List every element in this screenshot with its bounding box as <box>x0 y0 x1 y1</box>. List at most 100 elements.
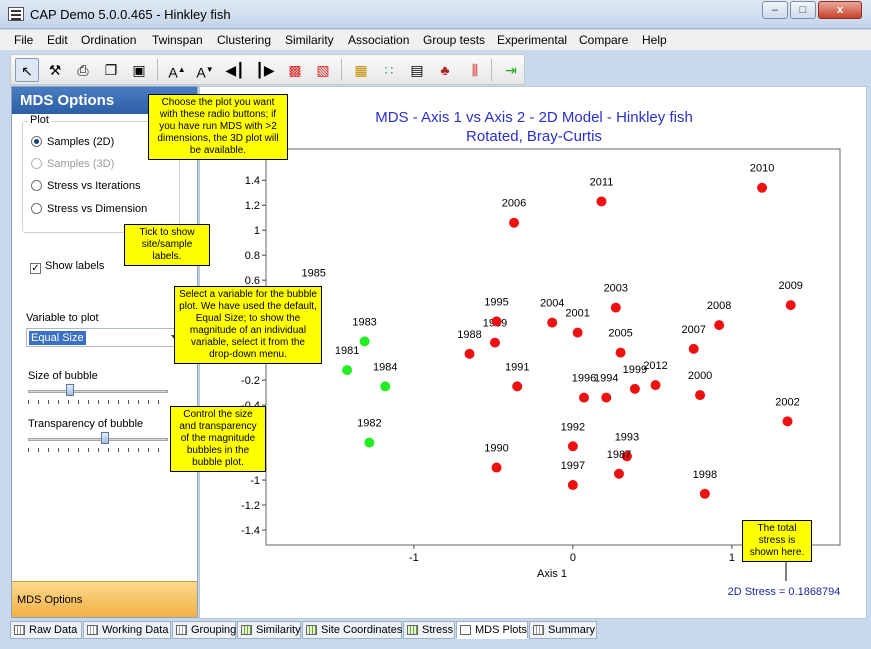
menu-edit[interactable]: Edit <box>47 33 68 47</box>
data-point <box>629 383 640 394</box>
bars-icon[interactable]: ⫼ <box>471 62 479 78</box>
align-left-icon[interactable]: ◀┃ <box>225 62 245 78</box>
variable-select[interactable]: Equal Size <box>26 328 184 347</box>
y-tick-label: -1.2 <box>241 500 260 512</box>
font-bigger-icon[interactable]: A▲ <box>168 64 186 81</box>
menu-file[interactable]: File <box>14 33 34 47</box>
point-label: 1982 <box>357 418 381 430</box>
scatter-icon[interactable]: ∷ <box>384 62 394 78</box>
x-tick-label: 0 <box>570 552 576 564</box>
point-label: 2003 <box>604 283 628 295</box>
point-label: 2006 <box>502 198 526 210</box>
menu-twinspan[interactable]: Twinspan <box>152 33 203 47</box>
point-label: 2007 <box>681 324 705 336</box>
radio-stress-vs-iterations[interactable]: Stress vs Iterations <box>31 180 141 192</box>
variable-label: Variable to plot <box>26 312 99 324</box>
chart-icon <box>460 625 471 635</box>
align-right-icon[interactable]: ┃▶ <box>255 62 275 78</box>
window-title: CAP Demo 5.0.0.465 - Hinkley fish <box>30 7 231 22</box>
maximize-button[interactable]: □ <box>790 1 816 19</box>
x-axis-label: Axis 1 <box>537 568 567 580</box>
color-red-2-icon[interactable]: ▧ <box>316 62 330 78</box>
data-point <box>615 347 626 358</box>
point-label: 1994 <box>594 373 618 385</box>
menu-clustering[interactable]: Clustering <box>217 33 272 47</box>
grid-icon[interactable]: ▤ <box>410 62 424 78</box>
pointer-icon[interactable]: ↖ <box>15 58 39 82</box>
grid-icon <box>533 625 544 635</box>
data-point <box>688 343 699 354</box>
point-label: 1981 <box>335 345 359 357</box>
menu-ordination[interactable]: Ordination <box>81 33 137 47</box>
point-label: 1995 <box>484 296 508 308</box>
data-point <box>359 336 370 347</box>
tab-mds-plots[interactable]: MDS Plots <box>456 621 528 639</box>
point-label: 1996 <box>572 373 596 385</box>
point-label: 1984 <box>373 361 397 373</box>
point-label: 2010 <box>750 163 774 175</box>
save-icon[interactable]: ▣ <box>132 62 146 78</box>
data-point <box>596 196 607 207</box>
menu-similarity[interactable]: Similarity <box>285 33 334 47</box>
point-label: 1999 <box>623 364 647 376</box>
point-label: 1987 <box>607 449 631 461</box>
menu-experimental[interactable]: Experimental <box>497 33 568 47</box>
x-tick-label: 1 <box>729 552 735 564</box>
tab-raw-data[interactable]: Raw Data <box>10 621 82 639</box>
copy-icon[interactable]: ❐ <box>104 62 118 78</box>
tab-working-data[interactable]: Working Data <box>83 621 171 639</box>
point-label: 1990 <box>484 443 508 455</box>
minimize-button[interactable]: – <box>762 1 788 19</box>
chart-subtitle: Rotated, Bray-Curtis <box>466 128 602 145</box>
point-label: 1992 <box>561 421 585 433</box>
tab-stress[interactable]: Stress <box>403 621 455 639</box>
color-red-icon[interactable]: ▩ <box>288 62 302 78</box>
grid-icon <box>306 625 317 635</box>
print-icon[interactable]: ⎙ <box>77 62 89 78</box>
stress-value: 2D Stress = 0.1868794 <box>728 586 841 598</box>
data-point <box>782 416 793 427</box>
data-point <box>601 392 612 403</box>
tab-site-coordinates[interactable]: Site Coordinates <box>302 621 402 639</box>
menu-help[interactable]: Help <box>642 33 667 47</box>
show-labels-checkbox[interactable]: ✓ Show labels <box>30 260 105 274</box>
close-button[interactable]: x <box>818 1 862 19</box>
grid-icon <box>14 625 25 635</box>
tools-icon[interactable]: ⚒ <box>48 62 62 78</box>
point-label: 2001 <box>565 308 589 320</box>
y-tick-label: 0.8 <box>245 250 260 262</box>
palette-icon[interactable]: ▦ <box>354 62 368 78</box>
data-point <box>650 380 661 391</box>
data-point <box>380 381 391 392</box>
data-point <box>572 327 583 338</box>
tab-similarity[interactable]: Similarity <box>237 621 301 639</box>
transparency-slider-thumb[interactable] <box>101 432 109 444</box>
export-icon[interactable]: ⇥ <box>505 62 517 78</box>
tab-grouping[interactable]: Grouping <box>172 621 236 639</box>
point-label: 1991 <box>505 361 529 373</box>
data-point <box>489 337 500 348</box>
menu-compare[interactable]: Compare <box>579 33 629 47</box>
data-point <box>491 316 502 327</box>
grid-icon <box>87 625 98 635</box>
tip-radio: Choose the plot you want with these radi… <box>148 94 288 160</box>
data-point <box>610 302 621 313</box>
transparency-label: Transparency of bubble <box>28 418 144 430</box>
data-point <box>785 300 796 311</box>
grid-icon <box>176 625 187 635</box>
data-point <box>579 392 590 403</box>
group-icon[interactable]: ♣ <box>440 62 450 78</box>
font-smaller-icon[interactable]: A▼ <box>196 64 214 81</box>
point-label: 2012 <box>643 360 667 372</box>
data-point <box>491 462 502 473</box>
tab-summary[interactable]: Summary <box>529 621 597 639</box>
menu-group-tests[interactable]: Group tests <box>423 33 486 47</box>
y-tick-label: -1 <box>250 475 260 487</box>
radio-samples-2d[interactable]: Samples (2D) <box>31 136 114 148</box>
point-label: 2009 <box>778 280 802 292</box>
variable-select-value: Equal Size <box>29 331 86 345</box>
radio-stress-vs-dimension[interactable]: Stress vs Dimension <box>31 203 147 215</box>
toolbar: ↖ ⚒ ⎙ ❐ ▣ A▲ A▼ ◀┃ ┃▶ ▩ ▧ ▦ ∷ ▤ ♣ ⫼ ⇥ <box>10 54 525 85</box>
size-slider-thumb[interactable] <box>66 384 74 396</box>
menu-association[interactable]: Association <box>348 33 410 47</box>
